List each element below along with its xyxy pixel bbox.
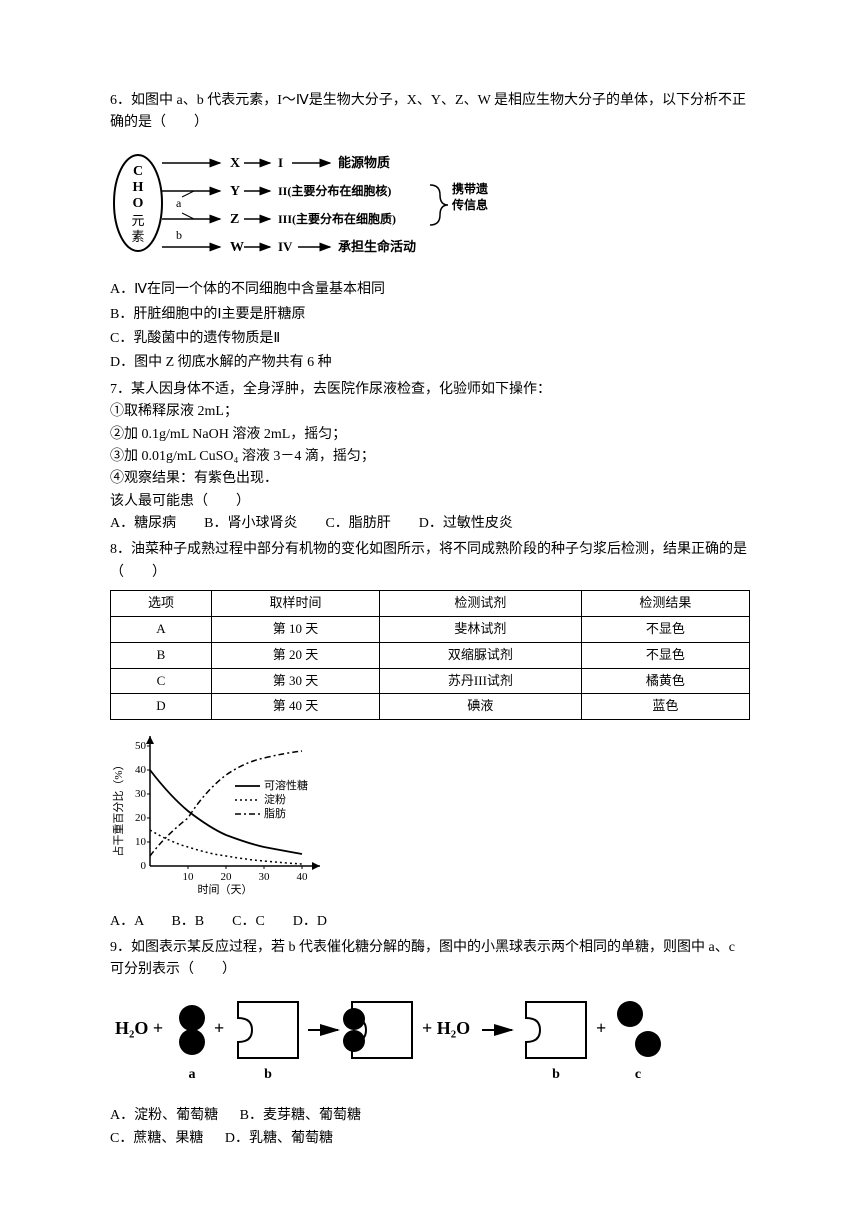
svg-text:10: 10 xyxy=(135,836,147,848)
cho-yuan: 元 xyxy=(131,213,144,228)
svg-text:Y: Y xyxy=(230,184,240,199)
svg-text:30: 30 xyxy=(259,871,271,883)
svg-text:30: 30 xyxy=(135,788,147,800)
q9-options-row1: A．淀粉、葡萄糖 B．麦芽糖、葡萄糖 xyxy=(110,1105,750,1127)
q8-th-2: 检测试剂 xyxy=(380,591,582,617)
q7-stem: 7．某人因身体不适，全身浮肿，去医院作尿液检查，化验师如下操作： xyxy=(110,379,750,401)
svg-text:淀粉: 淀粉 xyxy=(264,792,286,806)
svg-text:0: 0 xyxy=(141,860,147,872)
svg-text:a: a xyxy=(189,1067,196,1082)
svg-text:+: + xyxy=(214,1018,224,1038)
svg-text:占干重百分比（%）: 占干重百分比（%） xyxy=(111,760,125,857)
cho-su: 素 xyxy=(131,229,144,244)
q8-th-0: 选项 xyxy=(111,591,212,617)
q7-step-4: ④观察结果：有紫色出现． xyxy=(110,468,750,490)
svg-text:Z: Z xyxy=(230,212,239,227)
svg-text:传信息: 传信息 xyxy=(451,197,488,212)
svg-text:时间（天）: 时间（天） xyxy=(198,883,253,896)
svg-text:40: 40 xyxy=(135,764,147,776)
q7-tail: 该人最可能患（ ） xyxy=(110,491,750,513)
svg-text:10: 10 xyxy=(183,871,195,883)
svg-text:H₂O +: H₂O + xyxy=(115,1018,163,1038)
svg-text:c: c xyxy=(635,1067,641,1082)
label-a: a xyxy=(176,196,182,210)
svg-text:40: 40 xyxy=(297,871,309,883)
q8-th-3: 检测结果 xyxy=(581,591,749,617)
q6-option-b: B．肝脏细胞中的Ⅰ主要是肝糖原 xyxy=(110,304,750,326)
q6-stem: 6．如图中 a、b 代表元素，I～Ⅳ是生物大分子，X、Y、Z、W 是相应生物大分… xyxy=(110,90,750,135)
svg-text:II(主要分布在细胞核): II(主要分布在细胞核) xyxy=(278,183,391,198)
table-row: D 第 40 天 碘液 蓝色 xyxy=(111,694,750,720)
cho-c: C xyxy=(133,164,143,179)
table-row: B 第 20 天 双缩脲试剂 不显色 xyxy=(111,642,750,668)
svg-text:脂肪: 脂肪 xyxy=(264,806,286,820)
q6-option-d: D．图中 Z 彻底水解的产物共有 6 种 xyxy=(110,352,750,374)
label-b: b xyxy=(176,228,182,242)
cho-o: O xyxy=(133,196,144,211)
svg-text:50: 50 xyxy=(135,740,147,752)
table-row: C 第 30 天 苏丹III试剂 橘黄色 xyxy=(111,668,750,694)
svg-text:X: X xyxy=(230,156,240,171)
q9-option-d: D．乳糖、葡萄糖 xyxy=(225,1131,333,1146)
q7-options: A．糖尿病 B．肾小球肾炎 C．脂肪肝 D．过敏性皮炎 xyxy=(110,513,750,535)
question-8: 8．油菜种子成熟过程中部分有机物的变化如图所示，将不同成熟阶段的种子匀浆后检测，… xyxy=(110,539,750,933)
svg-text:能源物质: 能源物质 xyxy=(338,155,390,170)
q8-stem: 8．油菜种子成熟过程中部分有机物的变化如图所示，将不同成熟阶段的种子匀浆后检测，… xyxy=(110,539,750,584)
q8-th-1: 取样时间 xyxy=(211,591,379,617)
q9-options-row2: C．蔗糖、果糖 D．乳糖、葡萄糖 xyxy=(110,1128,750,1150)
svg-text:I: I xyxy=(278,155,283,170)
cho-h: H xyxy=(133,180,144,195)
q7-step-1: ①取稀释尿液 2mL； xyxy=(110,401,750,423)
question-9: 9．如图表示某反应过程，若 b 代表催化糖分解的酶，图中的小黑球表示两个相同的单… xyxy=(110,937,750,1150)
q8-table: 选项 取样时间 检测试剂 检测结果 A 第 10 天 斐林试剂 不显色 B 第 … xyxy=(110,590,750,720)
svg-text:W: W xyxy=(230,240,244,255)
q9-option-c: C．蔗糖、果糖 xyxy=(110,1131,203,1146)
svg-text:20: 20 xyxy=(135,812,147,824)
q8-chart: 0 10 20 30 40 50 10 20 30 40 可溶 xyxy=(110,726,750,904)
svg-text:+ H₂O: + H₂O xyxy=(422,1018,470,1038)
svg-text:可溶性糖: 可溶性糖 xyxy=(264,778,308,792)
question-6: 6．如图中 a、b 代表元素，I～Ⅳ是生物大分子，X、Y、Z、W 是相应生物大分… xyxy=(110,90,750,375)
q9-reaction: H₂O + a + b + H₂O b + xyxy=(110,992,750,1095)
q7-step-2: ②加 0.1g/mL NaOH 溶液 2mL，摇匀； xyxy=(110,424,750,446)
q9-option-b: B．麦芽糖、葡萄糖 xyxy=(240,1108,361,1123)
svg-text:III(主要分布在细胞质): III(主要分布在细胞质) xyxy=(278,211,396,226)
q7-step-3: ③加 0.01g/mL CuSO₄ 溶液 3－4 滴，摇匀； xyxy=(110,446,750,468)
q9-option-a: A．淀粉、葡萄糖 xyxy=(110,1108,218,1123)
svg-text:携带遗: 携带遗 xyxy=(452,181,488,196)
svg-text:承担生命活动: 承担生命活动 xyxy=(338,239,416,254)
q6-option-a: A．Ⅳ在同一个体的不同细胞中含量基本相同 xyxy=(110,279,750,301)
q8-options: A．A B．B C．C D．D xyxy=(110,911,750,933)
svg-text:IV: IV xyxy=(278,239,293,254)
table-row: A 第 10 天 斐林试剂 不显色 xyxy=(111,617,750,643)
q9-stem: 9．如图表示某反应过程，若 b 代表催化糖分解的酶，图中的小黑球表示两个相同的单… xyxy=(110,937,750,982)
q6-option-c: C．乳酸菌中的遗传物质是Ⅱ xyxy=(110,328,750,350)
svg-text:+: + xyxy=(596,1018,606,1038)
q6-diagram: C H O 元 素 a b X Y Z W I II(主要分 xyxy=(110,143,750,271)
question-7: 7．某人因身体不适，全身浮肿，去医院作尿液检查，化验师如下操作： ①取稀释尿液 … xyxy=(110,379,750,536)
svg-text:20: 20 xyxy=(221,871,233,883)
svg-text:b: b xyxy=(264,1067,272,1082)
svg-text:b: b xyxy=(552,1067,560,1082)
